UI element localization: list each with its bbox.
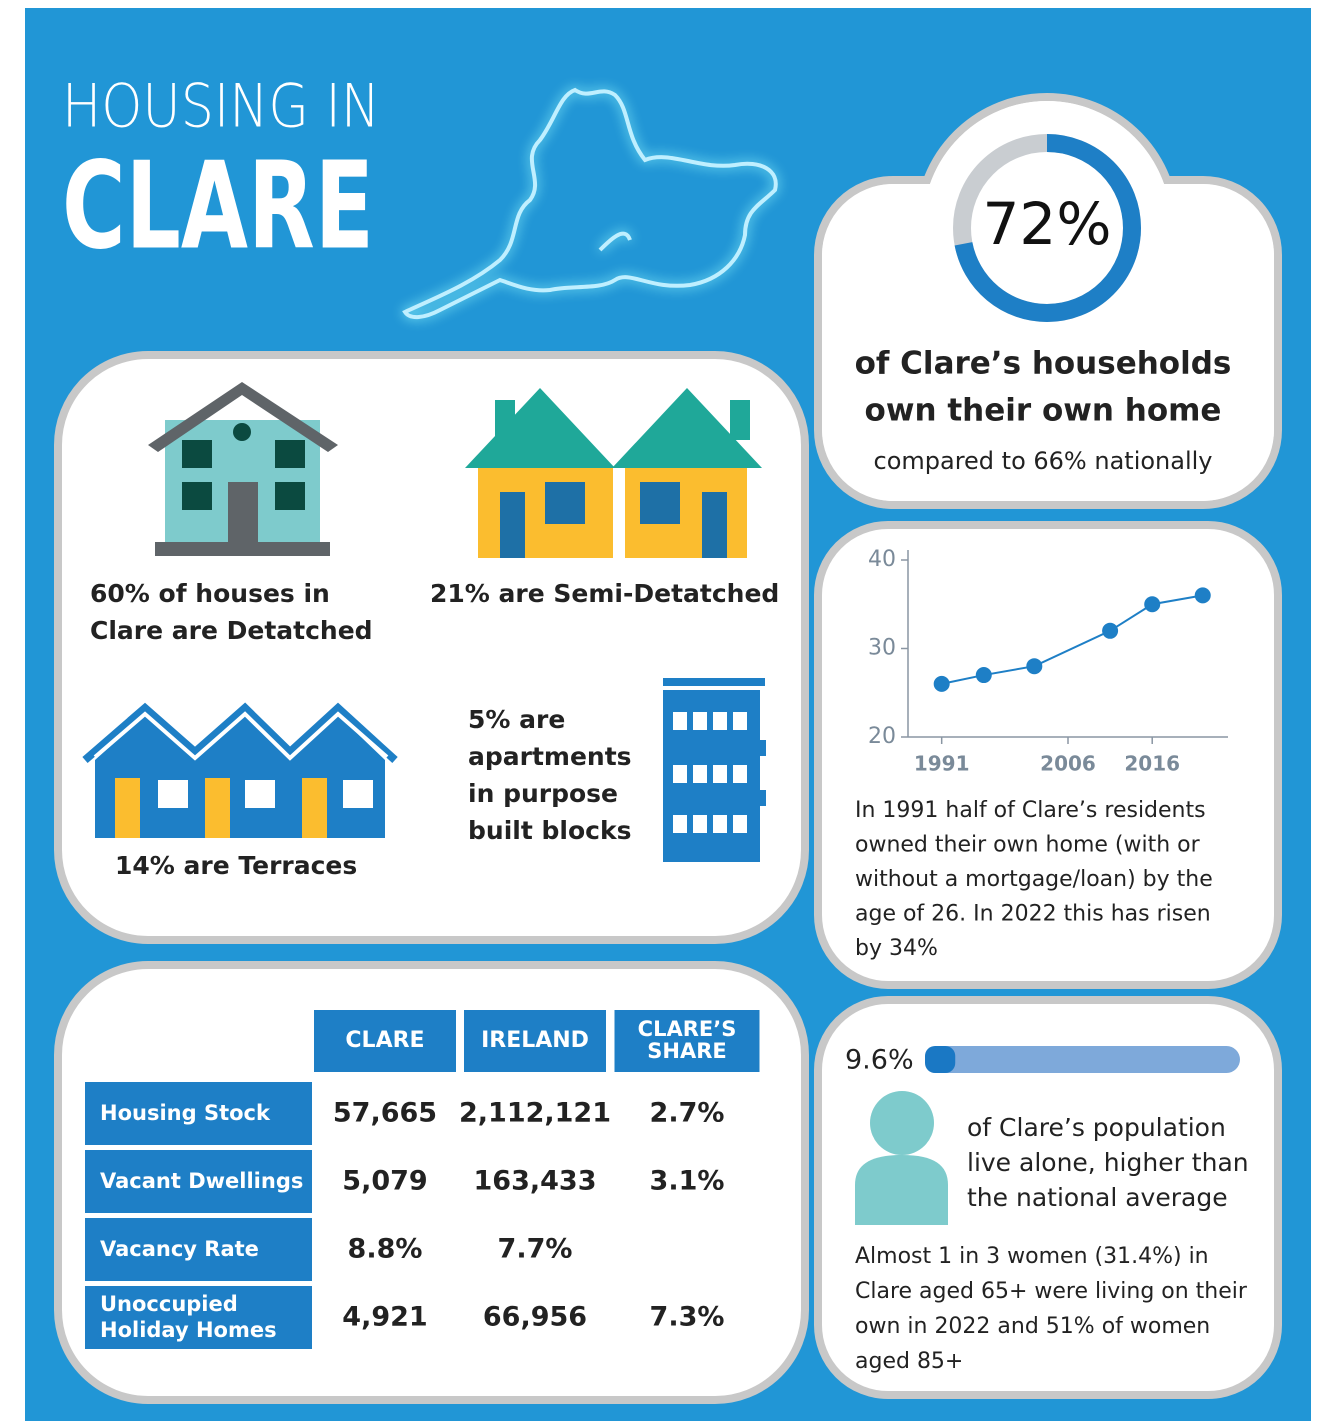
chart-note: owned their own home (with or xyxy=(855,833,1201,858)
table-cell: 3.1% xyxy=(650,1166,725,1197)
x-tick-label: 2006 xyxy=(1040,752,1096,776)
live-alone-text: of Clare’s population xyxy=(967,1113,1226,1142)
bar-fill xyxy=(925,1046,956,1073)
table-cell: 66,956 xyxy=(483,1302,587,1333)
table-header-cell xyxy=(614,1010,760,1072)
donut-label: 72% xyxy=(983,190,1112,258)
data-point xyxy=(1102,622,1119,639)
table-cell: 163,433 xyxy=(474,1166,597,1197)
chart-note: by 34% xyxy=(855,936,938,961)
map-outline xyxy=(402,87,778,319)
table-row-label: Housing Stock xyxy=(100,1101,271,1125)
table-cell: 2.7% xyxy=(650,1098,725,1129)
data-point xyxy=(975,667,992,684)
house-type-text: 5% are xyxy=(468,705,565,734)
live-alone-note: Clare aged 65+ were living on their xyxy=(855,1279,1248,1304)
semi-detached-icon xyxy=(465,388,762,558)
table-row-label-cell xyxy=(85,1150,312,1213)
data-point xyxy=(933,675,950,692)
house-type-text: 14% are Terraces xyxy=(115,851,357,880)
live-alone-note: own in 2022 and 51% of women xyxy=(855,1314,1210,1339)
panel xyxy=(814,996,1282,1399)
ownership-text: of Clare’s households xyxy=(855,346,1232,382)
detached-icon xyxy=(148,382,338,556)
data-point xyxy=(1026,658,1043,675)
y-tick-label: 30 xyxy=(868,636,896,661)
y-tick-label: 40 xyxy=(868,547,896,572)
house-type-text: built blocks xyxy=(468,816,631,845)
x-tick-label: 2016 xyxy=(1124,752,1180,776)
table-row-label-cell xyxy=(85,1082,312,1145)
chart-note: In 1991 half of Clare’s residents xyxy=(855,798,1206,823)
table-header-cell xyxy=(314,1010,456,1072)
table-cell: 57,665 xyxy=(333,1098,437,1129)
title-line2: CLARE xyxy=(62,138,374,277)
table-cell: 7.7% xyxy=(498,1234,573,1265)
house-type-text: Clare are Detatched xyxy=(90,616,373,645)
title-line1: HOUSING IN xyxy=(62,72,380,142)
table-cell: 8.8% xyxy=(348,1234,423,1265)
table-header: IRELAND xyxy=(481,1028,589,1053)
table-cell: 2,112,121 xyxy=(459,1098,611,1129)
table-header-cell xyxy=(464,1010,606,1072)
table-row-label: Vacant Dwellings xyxy=(100,1169,303,1193)
live-alone-note: Almost 1 in 3 women (31.4%) in xyxy=(855,1244,1209,1269)
x-tick-label: 1991 xyxy=(914,752,970,776)
chart-note: age of 26. In 2022 this has risen xyxy=(855,902,1211,927)
table-header: CLARE’S xyxy=(638,1017,737,1041)
chart-note: without a mortgage/loan) by the xyxy=(855,867,1213,892)
table-row-label: Vacancy Rate xyxy=(100,1237,259,1261)
house-type-text: 60% of houses in xyxy=(90,579,330,608)
ownership-text: own their own home xyxy=(865,393,1222,429)
table-header: CLARE xyxy=(345,1028,424,1053)
house-type-text: 21% are Semi-Detatched xyxy=(430,579,779,608)
table-header: SHARE xyxy=(647,1039,726,1063)
terraces-icon xyxy=(82,702,398,838)
table-cell: 5,079 xyxy=(342,1166,427,1197)
table-row-label-cell xyxy=(85,1286,312,1349)
table-row-label: Unoccupied xyxy=(100,1292,238,1316)
y-tick-label: 20 xyxy=(868,724,896,749)
donut-arc xyxy=(953,134,1141,322)
table-cell: 7.3% xyxy=(650,1302,725,1333)
house-type-text: apartments xyxy=(468,742,632,771)
table-row-label-cell xyxy=(85,1218,312,1281)
live-alone-label: 9.6% xyxy=(845,1045,914,1076)
live-alone-text: the national average xyxy=(967,1183,1228,1212)
table-cell: 4,921 xyxy=(342,1302,427,1333)
person-icon xyxy=(855,1091,948,1225)
live-alone-text: live alone, higher than xyxy=(967,1148,1249,1177)
table-row-label: Holiday Homes xyxy=(100,1318,277,1342)
ownership-note: compared to 66% nationally xyxy=(874,447,1213,475)
panel xyxy=(814,521,1282,989)
live-alone-note: aged 85+ xyxy=(855,1349,963,1374)
house-type-text: in purpose xyxy=(468,779,618,808)
data-point xyxy=(1194,587,1211,604)
bar-track xyxy=(925,1046,1240,1073)
apartments-icon xyxy=(663,678,766,862)
data-point xyxy=(1144,596,1161,613)
